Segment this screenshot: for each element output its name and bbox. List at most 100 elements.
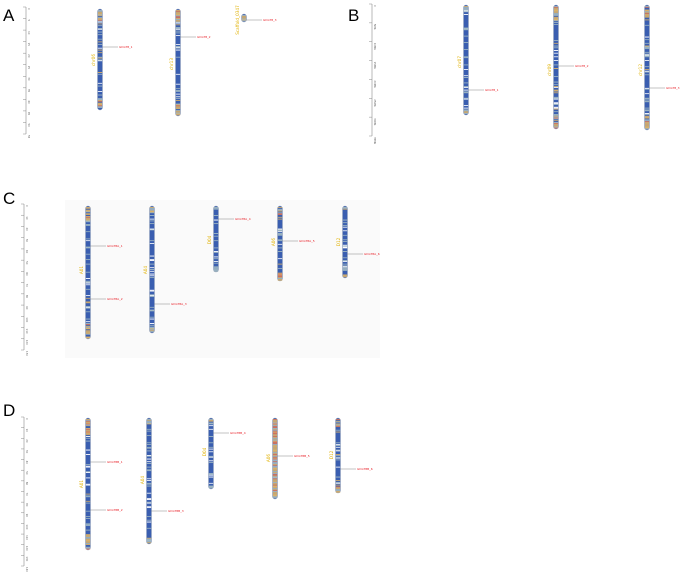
density-band: [85, 306, 91, 307]
density-band: [277, 216, 283, 217]
scale-axis-tick-label: 35: [27, 89, 31, 93]
density-band: [85, 328, 91, 330]
density-band: [213, 242, 219, 243]
chromosome-outline: [241, 13, 247, 23]
density-band: [335, 465, 341, 467]
density-band: [553, 76, 559, 78]
density-band: [149, 224, 155, 225]
density-band: [85, 246, 91, 248]
density-band: [149, 291, 155, 293]
density-band: [272, 485, 278, 487]
density-band: [97, 35, 103, 37]
density-band: [146, 531, 152, 533]
density-band: [335, 421, 341, 423]
density-band: [149, 257, 155, 259]
density-band: [85, 208, 91, 210]
density-band: [85, 524, 91, 526]
density-band: [146, 480, 152, 482]
density-band: [149, 229, 155, 231]
density-band: [146, 443, 152, 445]
density-band: [97, 36, 103, 37]
density-band: [175, 54, 181, 55]
density-band: [149, 212, 155, 214]
density-band: [463, 6, 469, 8]
density-band: [149, 247, 155, 249]
density-band: [241, 19, 247, 21]
density-band: [149, 261, 155, 262]
density-band: [213, 267, 219, 269]
density-band: [97, 100, 103, 102]
density-band: [175, 20, 181, 22]
density-band: [85, 218, 91, 220]
density-band: [335, 426, 341, 428]
density-band: [342, 263, 348, 265]
density-band: [146, 520, 152, 522]
chromosome: A06 GhGT8A_5: [271, 205, 315, 282]
density-band: [272, 469, 278, 471]
density-band: [175, 27, 181, 28]
density-band: [85, 281, 91, 283]
density-band: [97, 23, 103, 25]
density-band: [85, 500, 91, 502]
density-band: [85, 489, 91, 491]
density-band: [644, 75, 650, 77]
density-band: [277, 241, 283, 243]
density-band: [97, 10, 103, 12]
density-band: [85, 211, 91, 213]
density-band: [553, 7, 559, 9]
density-band: [553, 121, 559, 123]
density-band: [85, 547, 91, 549]
density-band: [97, 95, 103, 97]
density-band: [463, 10, 469, 12]
density-band: [213, 225, 219, 227]
density-band: [644, 84, 650, 86]
density-band: [149, 232, 155, 234]
panel-c: 0102030405060708090100110120130A01GhGT8A…: [21, 200, 380, 358]
density-band: [175, 11, 181, 13]
density-band: [85, 498, 91, 500]
density-band: [644, 128, 650, 130]
density-band: [463, 60, 469, 62]
density-band: [208, 445, 214, 446]
density-band: [85, 306, 91, 308]
density-band: [342, 276, 348, 278]
density-band: [277, 268, 283, 270]
density-band: [85, 477, 91, 479]
density-band: [175, 92, 181, 94]
density-band: [553, 15, 559, 16]
density-band: [553, 60, 559, 62]
density-band: [85, 304, 91, 306]
density-band: [463, 39, 469, 41]
density-band: [146, 536, 152, 538]
density-band: [272, 491, 278, 492]
density-band: [97, 85, 103, 87]
density-band: [149, 273, 155, 275]
density-band: [335, 487, 341, 489]
density-band: [85, 298, 91, 300]
density-band: [553, 44, 559, 46]
scale-axis-tick-label: 40: [25, 250, 29, 254]
density-band: [175, 110, 181, 112]
scale-axis-tick-label: 100: [25, 524, 29, 529]
density-band: [97, 105, 103, 107]
density-band: [553, 55, 559, 57]
density-band: [272, 481, 278, 482]
density-band: [335, 475, 341, 477]
density-band: [463, 51, 469, 52]
density-band: [342, 247, 348, 249]
scale-axis-tick-label: 55: [27, 135, 31, 139]
density-band: [208, 482, 214, 484]
density-band: [644, 81, 650, 83]
scale-axis-tick-label: 5Mb: [373, 24, 377, 30]
density-band: [149, 310, 155, 312]
density-band: [85, 216, 91, 218]
density-band: [97, 81, 103, 82]
density-band: [146, 428, 152, 430]
density-band: [342, 266, 348, 268]
density-band: [644, 10, 650, 12]
density-band: [85, 455, 91, 456]
density-band: [97, 87, 103, 89]
density-band: [175, 36, 181, 37]
density-band: [335, 455, 341, 456]
density-band: [644, 53, 650, 55]
